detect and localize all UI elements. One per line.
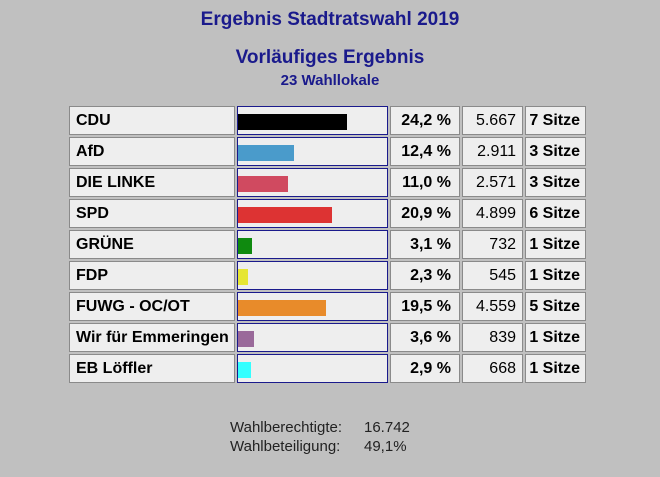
party-name: EB Löffler bbox=[69, 354, 235, 383]
seat-count: 1 Sitze bbox=[525, 230, 586, 259]
vote-count: 2.911 bbox=[462, 137, 523, 166]
vote-count: 668 bbox=[462, 354, 523, 383]
vote-count: 4.899 bbox=[462, 199, 523, 228]
result-row: FUWG - OC/OT 19,5 % 4.559 5 Sitze bbox=[69, 292, 586, 321]
page-title: Ergebnis Stadtratswahl 2019 bbox=[200, 9, 460, 30]
bar-cell bbox=[237, 106, 388, 135]
party-name: FDP bbox=[69, 261, 235, 290]
vote-count: 5.667 bbox=[462, 106, 523, 135]
results-table-body: CDU 24,2 % 5.667 7 Sitze AfD 12,4 % 2.911 3 Sit… bbox=[69, 106, 586, 383]
vote-share-bar bbox=[238, 238, 252, 254]
seat-count: 5 Sitze bbox=[525, 292, 586, 321]
turnout-line: Wahlbeteiligung: 49,1% bbox=[230, 437, 410, 456]
vote-share-bar bbox=[238, 145, 294, 161]
eligible-voters-label: Wahlberechtigte: bbox=[230, 419, 343, 436]
party-name: AfD bbox=[69, 137, 235, 166]
bar-cell bbox=[237, 292, 388, 321]
vote-share-bar bbox=[238, 300, 327, 316]
vote-percentage: 11,0 % bbox=[390, 168, 460, 197]
polling-stations-subtitle: 23 Wahllokale bbox=[280, 72, 380, 89]
seat-count: 3 Sitze bbox=[525, 137, 586, 166]
vote-count: 4.559 bbox=[462, 292, 523, 321]
party-name: CDU bbox=[69, 106, 235, 135]
result-row: DIE LINKE 11,0 % 2.571 3 Sitze bbox=[69, 168, 586, 197]
bar-cell bbox=[237, 230, 388, 259]
vote-count: 545 bbox=[462, 261, 523, 290]
vote-count: 732 bbox=[462, 230, 523, 259]
result-row: SPD 20,9 % 4.899 6 Sitze bbox=[69, 199, 586, 228]
party-name: FUWG - OC/OT bbox=[69, 292, 235, 321]
seat-count: 1 Sitze bbox=[525, 354, 586, 383]
eligible-voters-value: 16.742 bbox=[364, 419, 410, 436]
seat-count: 1 Sitze bbox=[525, 261, 586, 290]
vote-percentage: 19,5 % bbox=[390, 292, 460, 321]
vote-share-bar bbox=[238, 114, 348, 130]
vote-percentage: 2,9 % bbox=[390, 354, 460, 383]
bar-cell bbox=[237, 199, 388, 228]
bar-cell bbox=[237, 137, 388, 166]
vote-percentage: 12,4 % bbox=[390, 137, 460, 166]
result-row: FDP 2,3 % 545 1 Sitze bbox=[69, 261, 586, 290]
bar-cell bbox=[237, 261, 388, 290]
seat-count: 3 Sitze bbox=[525, 168, 586, 197]
result-row: AfD 12,4 % 2.911 3 Sitze bbox=[69, 137, 586, 166]
vote-share-bar bbox=[238, 207, 333, 223]
vote-share-bar bbox=[238, 269, 249, 285]
seat-count: 7 Sitze bbox=[525, 106, 586, 135]
turnout-value: 49,1% bbox=[364, 438, 407, 455]
party-name: DIE LINKE bbox=[69, 168, 235, 197]
seat-count: 1 Sitze bbox=[525, 323, 586, 352]
party-name: GRÜNE bbox=[69, 230, 235, 259]
vote-percentage: 3,1 % bbox=[390, 230, 460, 259]
results-table: CDU 24,2 % 5.667 7 Sitze AfD 12,4 % 2.911 3 Sit… bbox=[67, 104, 588, 385]
vote-percentage: 24,2 % bbox=[390, 106, 460, 135]
seat-count: 6 Sitze bbox=[525, 199, 586, 228]
result-row: CDU 24,2 % 5.667 7 Sitze bbox=[69, 106, 586, 135]
vote-share-bar bbox=[238, 331, 255, 347]
party-name: Wir für Emmeringen bbox=[69, 323, 235, 352]
bar-cell bbox=[237, 354, 388, 383]
vote-count: 839 bbox=[462, 323, 523, 352]
vote-percentage: 20,9 % bbox=[390, 199, 460, 228]
turnout-label: Wahlbeteiligung: bbox=[230, 438, 341, 455]
bar-cell bbox=[237, 323, 388, 352]
vote-percentage: 2,3 % bbox=[390, 261, 460, 290]
vote-count: 2.571 bbox=[462, 168, 523, 197]
result-subtitle: Vorläufiges Ergebnis bbox=[235, 47, 425, 68]
party-name: SPD bbox=[69, 199, 235, 228]
result-row: Wir für Emmeringen 3,6 % 839 1 Sitze bbox=[69, 323, 586, 352]
bar-cell bbox=[237, 168, 388, 197]
vote-share-bar bbox=[238, 176, 288, 192]
result-row: EB Löffler 2,9 % 668 1 Sitze bbox=[69, 354, 586, 383]
vote-share-bar bbox=[238, 362, 252, 378]
vote-percentage: 3,6 % bbox=[390, 323, 460, 352]
eligible-voters-line: Wahlberechtigte: 16.742 bbox=[230, 418, 410, 437]
summary-footer: Wahlberechtigte: 16.742 Wahlbeteiligung: 4… bbox=[230, 418, 410, 456]
result-row: GRÜNE 3,1 % 732 1 Sitze bbox=[69, 230, 586, 259]
